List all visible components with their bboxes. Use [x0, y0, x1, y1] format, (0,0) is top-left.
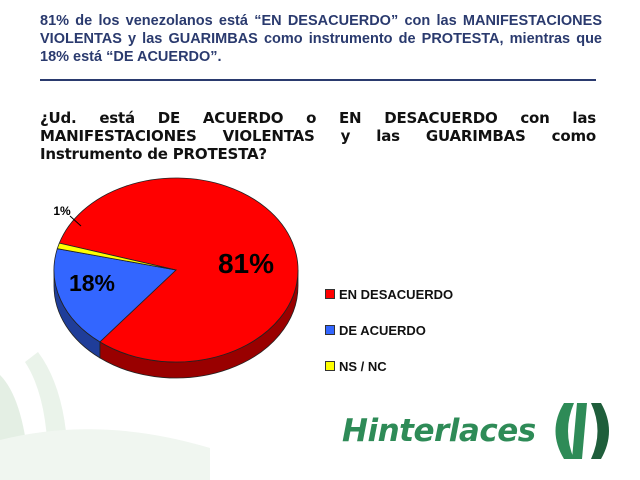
- chart-legend: EN DESACUERDO DE ACUERDO NS / NC: [325, 276, 453, 384]
- legend-label: NS / NC: [339, 358, 387, 374]
- headline-divider: [40, 79, 596, 81]
- legend-swatch-yellow: [325, 361, 335, 371]
- legend-item-en-desacuerdo: EN DESACUERDO: [325, 276, 453, 312]
- pie-slice: [56, 242, 177, 271]
- hinterlaces-logo: Hinterlaces: [342, 400, 618, 462]
- legend-label: EN DESACUERDO: [339, 286, 454, 302]
- survey-question: ¿Ud. está DE ACUERDO o EN DESACUERDO con…: [40, 109, 596, 163]
- legend-label: DE ACUERDO: [339, 322, 426, 338]
- logo-wordmark: Hinterlaces: [342, 413, 536, 449]
- pie-value-label: 81%: [218, 248, 274, 279]
- pie-value-label: 1%: [53, 204, 71, 218]
- legend-item-de-acuerdo: DE ACUERDO: [325, 312, 453, 348]
- pie-value-label: 18%: [69, 270, 115, 296]
- logo-mark-icon: [555, 403, 609, 459]
- legend-swatch-blue: [325, 325, 335, 335]
- pie-slice: [53, 248, 177, 343]
- legend-item-ns-nc: NS / NC: [325, 348, 453, 384]
- headline: 81% de los venezolanos está “EN DESACUER…: [40, 13, 602, 65]
- legend-swatch-red: [325, 289, 335, 299]
- pie-leader-line: [69, 215, 82, 227]
- pie-slice: [58, 177, 299, 363]
